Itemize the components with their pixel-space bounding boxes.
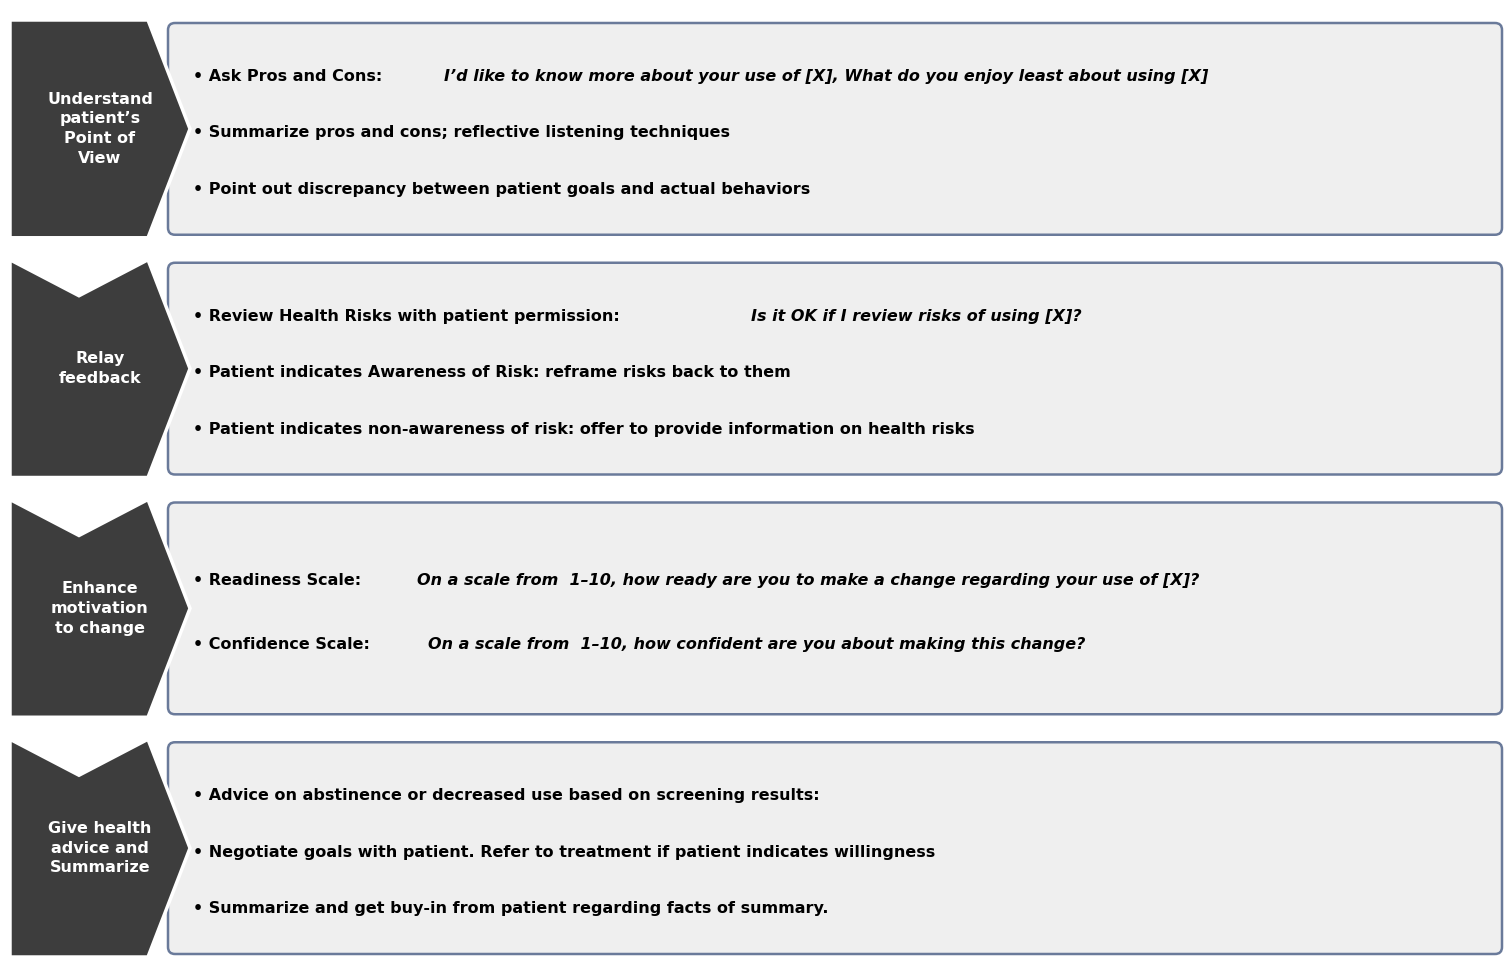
Text: Enhance
motivation
to change: Enhance motivation to change xyxy=(51,581,148,636)
Text: • Advice on abstinence or decreased use based on screening results:: • Advice on abstinence or decreased use … xyxy=(194,788,820,803)
Text: On a scale from  1–10, how ready are you to make a change regarding your use of : On a scale from 1–10, how ready are you … xyxy=(417,573,1199,587)
FancyBboxPatch shape xyxy=(168,502,1501,714)
Polygon shape xyxy=(11,740,191,957)
Text: Relay
feedback: Relay feedback xyxy=(59,351,141,386)
Text: • Point out discrepancy between patient goals and actual behaviors: • Point out discrepancy between patient … xyxy=(194,182,810,197)
Text: • Review Health Risks with patient permission:: • Review Health Risks with patient permi… xyxy=(194,309,626,323)
Text: • Summarize pros and cons; reflective listening techniques: • Summarize pros and cons; reflective li… xyxy=(194,125,730,141)
Text: • Readiness Scale:: • Readiness Scale: xyxy=(194,573,367,587)
Text: • Patient indicates Awareness of Risk: reframe risks back to them: • Patient indicates Awareness of Risk: r… xyxy=(194,365,791,380)
Text: • Summarize and get buy-in from patient regarding facts of summary.: • Summarize and get buy-in from patient … xyxy=(194,901,829,916)
FancyBboxPatch shape xyxy=(168,263,1501,475)
Text: Is it OK if I review risks of using [X]?: Is it OK if I review risks of using [X]? xyxy=(751,309,1081,323)
FancyBboxPatch shape xyxy=(168,743,1501,954)
Text: Understand
patient’s
Point of
View: Understand patient’s Point of View xyxy=(47,92,153,166)
Text: Give health
advice and
Summarize: Give health advice and Summarize xyxy=(48,821,151,875)
Text: • Ask Pros and Cons:: • Ask Pros and Cons: xyxy=(194,68,389,84)
Text: On a scale from  1–10, how confident are you about making this change?: On a scale from 1–10, how confident are … xyxy=(428,637,1086,652)
FancyBboxPatch shape xyxy=(168,23,1501,234)
Text: • Patient indicates non-awareness of risk: offer to provide information on healt: • Patient indicates non-awareness of ris… xyxy=(194,422,975,437)
Text: I’d like to know more about your use of [X], What do you enjoy least about using: I’d like to know more about your use of … xyxy=(445,68,1208,84)
Polygon shape xyxy=(11,499,191,717)
Polygon shape xyxy=(11,260,191,478)
Text: • Negotiate goals with patient. Refer to treatment if patient indicates willingn: • Negotiate goals with patient. Refer to… xyxy=(194,845,936,860)
Text: • Confidence Scale:: • Confidence Scale: xyxy=(194,637,375,652)
Polygon shape xyxy=(11,20,191,237)
